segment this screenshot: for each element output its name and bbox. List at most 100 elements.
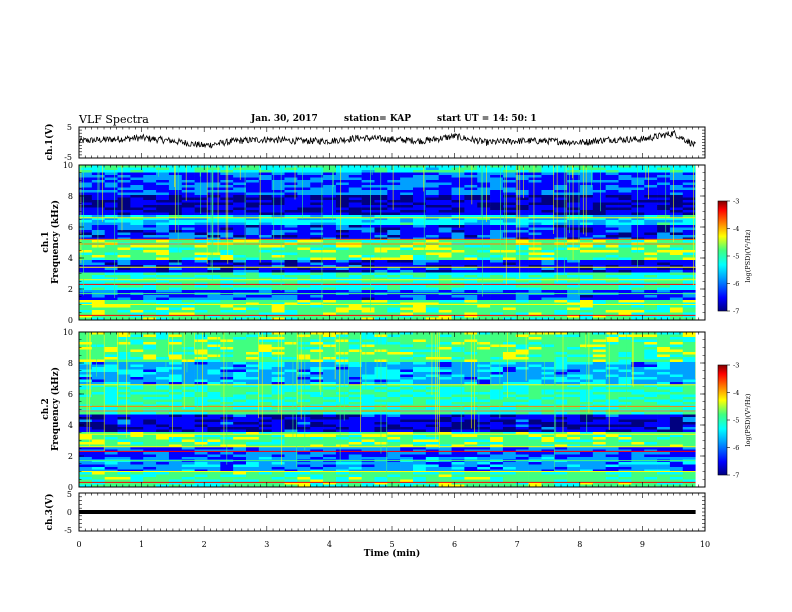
spectrogram-cell bbox=[618, 232, 632, 236]
spectrogram-cell bbox=[669, 257, 684, 261]
spectrogram-cell bbox=[348, 379, 362, 383]
spectrogram-cell bbox=[567, 300, 581, 303]
ch1-ylabel: ch.1(V) bbox=[44, 124, 55, 161]
spectrogram-cell bbox=[297, 265, 311, 268]
spectrogram-cell bbox=[580, 305, 594, 308]
spectrogram-cell bbox=[464, 272, 478, 276]
spectrogram-cell bbox=[156, 297, 170, 301]
spectrogram-cell bbox=[618, 397, 632, 400]
spectrogram-cell bbox=[554, 372, 568, 375]
spectrogram-cell bbox=[682, 175, 696, 178]
spectrogram-cell bbox=[541, 172, 555, 176]
spectrogram-cell bbox=[258, 315, 272, 318]
spectrogram-cell bbox=[104, 357, 118, 360]
spectrogram-cell bbox=[451, 357, 465, 360]
spectrogram-cell bbox=[657, 295, 671, 298]
spectrogram-cell bbox=[464, 290, 478, 293]
spectrogram-cell bbox=[541, 187, 555, 191]
spectrogram-cell bbox=[438, 392, 452, 395]
spectrogram-cell bbox=[400, 357, 414, 360]
spectrogram-cell bbox=[528, 402, 542, 405]
spectrogram-cell bbox=[477, 290, 491, 293]
spectrogram-cell bbox=[194, 277, 208, 281]
spectrogram-cell bbox=[323, 172, 337, 176]
spectrogram-cell bbox=[348, 177, 362, 181]
spectrogram-cell bbox=[425, 230, 439, 233]
spectrogram-cell bbox=[310, 180, 324, 183]
spectrogram-cell bbox=[156, 215, 170, 218]
spectrogram-cell bbox=[567, 230, 581, 233]
spectrogram-cell bbox=[130, 215, 144, 218]
spectrogram-cell bbox=[580, 262, 594, 266]
spectrogram-cell bbox=[181, 217, 195, 221]
spectrogram-cell bbox=[605, 287, 619, 291]
spectrogram-cell bbox=[425, 245, 439, 248]
spectrogram-cell bbox=[194, 305, 208, 308]
spectrogram-cell bbox=[644, 227, 658, 231]
spectrogram-cell bbox=[104, 392, 118, 395]
spectrogram-cell bbox=[413, 235, 427, 238]
spectrogram-cell bbox=[91, 217, 105, 221]
spectrogram-cell bbox=[323, 302, 337, 306]
spectrogram-cell bbox=[438, 312, 452, 316]
spectrogram-cell bbox=[156, 207, 170, 211]
spectrogram-cell bbox=[233, 187, 247, 191]
spectrogram-cell bbox=[528, 397, 542, 400]
spectrogram-cell bbox=[117, 334, 131, 338]
spectrogram-cell bbox=[335, 235, 350, 238]
spectrogram-cell bbox=[246, 257, 260, 261]
spectrogram-cell bbox=[271, 167, 285, 171]
spectrogram-cell bbox=[502, 374, 517, 378]
spectrogram-cell bbox=[194, 250, 208, 253]
spectrogram-cell bbox=[567, 372, 581, 375]
spectrogram-cell bbox=[631, 349, 645, 353]
spectrogram-cell bbox=[541, 369, 555, 373]
spectrogram-cell bbox=[528, 252, 542, 256]
spectrogram-cell bbox=[618, 364, 632, 368]
spectrogram-cell bbox=[464, 417, 478, 420]
spectrogram-cell bbox=[477, 394, 491, 398]
spectrogram-cell bbox=[335, 262, 350, 266]
spectrogram-cell bbox=[490, 334, 504, 338]
spectrogram-cell bbox=[91, 207, 105, 211]
spectrogram-cell bbox=[104, 317, 118, 321]
spectrogram-cell bbox=[502, 332, 517, 335]
spectrogram-cell bbox=[130, 175, 144, 178]
spectrogram-cell bbox=[592, 205, 606, 208]
spectrogram-cell bbox=[117, 389, 131, 393]
spectrogram-cell bbox=[477, 310, 491, 313]
spectrogram-cell bbox=[580, 207, 594, 211]
spectrogram-cell bbox=[682, 197, 696, 201]
spectrogram-cell bbox=[682, 285, 696, 288]
spectrogram-cell bbox=[438, 197, 452, 201]
spectrogram-cell bbox=[143, 394, 157, 398]
spectrogram-cell bbox=[413, 305, 427, 308]
spectrogram-cell bbox=[323, 192, 337, 196]
spectrogram-cell bbox=[143, 397, 157, 400]
spectrogram-cell bbox=[541, 285, 555, 288]
spectrogram-cell bbox=[413, 379, 427, 383]
spectrogram-cell bbox=[644, 352, 658, 355]
spectrogram-cell bbox=[682, 302, 696, 306]
spectrogram-cell bbox=[631, 354, 645, 358]
spectrogram-cell bbox=[669, 275, 684, 278]
spectrogram-cell bbox=[323, 177, 337, 181]
spectrogram-cell bbox=[425, 302, 439, 306]
spectrogram-cell bbox=[644, 217, 658, 221]
spectrogram-cell bbox=[477, 372, 491, 375]
spectrogram-cell bbox=[194, 349, 208, 353]
spectrogram-cell bbox=[644, 187, 658, 191]
spectrogram-cell bbox=[438, 342, 452, 345]
spectrogram-cell bbox=[374, 300, 388, 303]
spectrogram-cell bbox=[413, 295, 427, 298]
spectrogram-cell bbox=[130, 307, 144, 311]
spectrogram-cell bbox=[117, 270, 131, 273]
spectrogram-cell bbox=[156, 412, 170, 415]
spectrogram-cell bbox=[490, 175, 504, 178]
spectrogram-cell bbox=[464, 307, 478, 311]
spectrogram-cell bbox=[91, 424, 105, 428]
spectrogram-cell bbox=[451, 215, 465, 218]
spectrogram-cell bbox=[605, 352, 619, 355]
spectrogram-cell bbox=[348, 192, 362, 196]
spectrogram-cell bbox=[297, 217, 311, 221]
